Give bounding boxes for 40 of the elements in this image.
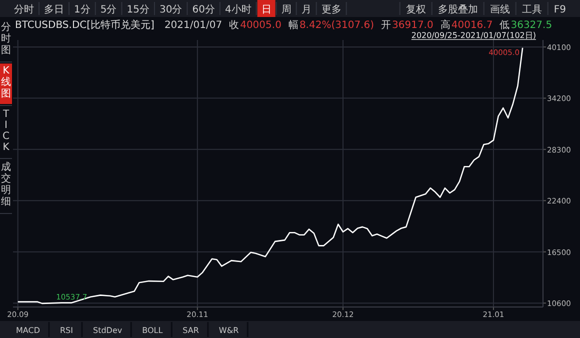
text: 多股叠加	[438, 4, 478, 16]
text: 分时	[14, 4, 34, 16]
text: 4小时	[224, 4, 252, 16]
text: 高	[440, 19, 450, 31]
text: 更多	[321, 4, 342, 16]
text: W&R	[218, 326, 240, 335]
text: 36917.0	[392, 20, 434, 31]
text: 多日	[44, 4, 64, 16]
text: 1分	[74, 4, 90, 16]
text: K线图	[1, 66, 11, 100]
text: 15分	[126, 4, 150, 16]
text: RSI	[60, 326, 73, 335]
text: F9	[554, 4, 566, 16]
text: 周	[281, 4, 292, 16]
text: 收	[229, 20, 240, 31]
text: 5分	[100, 4, 117, 16]
text: TICK	[2, 109, 10, 153]
text: 日	[261, 4, 272, 16]
text: 2021/01/07	[164, 20, 222, 31]
text: MACD	[16, 326, 40, 335]
text: StdDev	[92, 326, 122, 335]
text: BOLL	[142, 326, 164, 335]
text: SAR	[182, 326, 200, 335]
text: 画线	[490, 4, 510, 16]
text: 成交明细	[1, 161, 11, 208]
text: 复权	[406, 4, 426, 16]
text: 40016.7	[451, 20, 493, 31]
text: 36327.5	[510, 20, 552, 31]
text: 30分	[159, 4, 182, 16]
text: 40005.0	[240, 20, 282, 31]
text: 低	[500, 20, 510, 31]
text: 月	[301, 4, 312, 16]
text: 60分	[192, 4, 215, 16]
text: 幅	[288, 19, 298, 31]
chart-title: BTCUSDBS.DC[比特币兑美元]	[15, 19, 155, 31]
text: 开	[381, 20, 391, 31]
text: 8.42%(3107.6)	[299, 20, 374, 31]
annotation: 2020/09/25-2021/01/07(102日)	[411, 31, 536, 40]
text: 分时图	[1, 21, 11, 56]
text: 工具	[522, 4, 542, 16]
